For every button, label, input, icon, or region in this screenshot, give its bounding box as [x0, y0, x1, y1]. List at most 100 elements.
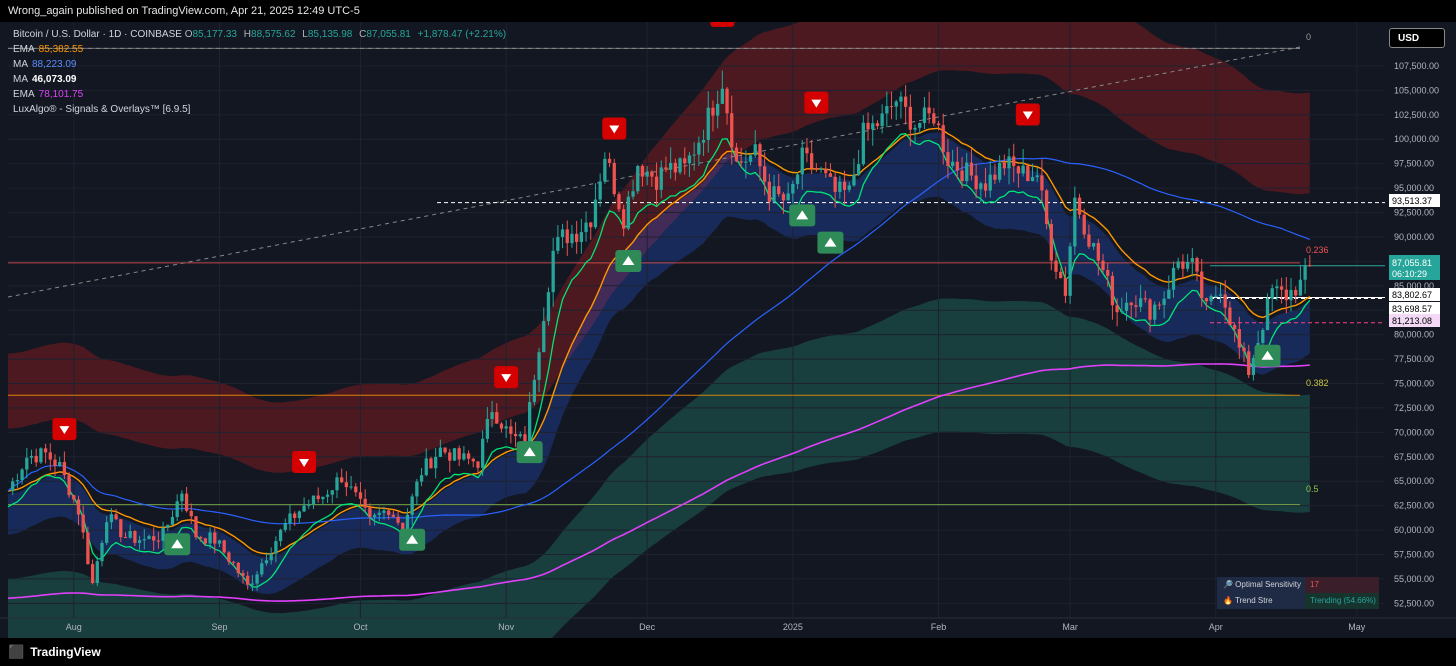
candle-body	[1082, 214, 1086, 235]
grid-lines	[8, 22, 1385, 618]
candle-body	[1228, 307, 1232, 325]
candle-body	[880, 113, 884, 127]
candle-body	[53, 459, 57, 466]
candle-body	[537, 352, 541, 380]
candle-body	[593, 199, 598, 228]
candle-body	[471, 458, 475, 462]
legend-indicator-4[interactable]: LuxAlgo® - Signals & Overlays™ [6.9.5]	[13, 102, 510, 117]
candle-body	[311, 495, 316, 505]
candle-body	[603, 158, 607, 182]
candle-body	[1134, 305, 1138, 307]
candle-body	[481, 438, 485, 468]
candle-body	[847, 185, 851, 190]
candle-body	[1294, 289, 1298, 296]
tradingview-brand[interactable]: TradingView	[30, 645, 101, 659]
signal-markers	[52, 4, 1281, 556]
candle-body	[90, 564, 95, 583]
candle-body	[795, 174, 800, 184]
ema-long-line	[7, 363, 1310, 602]
candle-body	[1171, 267, 1176, 290]
candle-body	[1054, 260, 1058, 272]
legend-indicator-1[interactable]: MA 88,223.09	[13, 57, 510, 72]
candle-body	[485, 419, 490, 439]
candle-body	[805, 147, 809, 154]
candle-body	[1218, 294, 1223, 296]
candle-body	[58, 461, 62, 466]
legend-o-value: 85,177.33	[192, 29, 238, 40]
fib-label-05: 0.5	[1306, 484, 1319, 494]
candle-body	[288, 513, 292, 524]
candle-body	[175, 501, 179, 518]
buy-arrow-icon	[1261, 350, 1274, 360]
teal-cloud-band	[8, 298, 1310, 666]
publisher-bar: Wrong_again published on TradingView.com…	[0, 0, 1456, 22]
candle-body	[1308, 265, 1312, 267]
candle-body	[889, 106, 894, 108]
price-axis-bg	[1385, 22, 1456, 638]
candle-body	[246, 575, 250, 585]
tradingview-logo-icon[interactable]: ⬛	[8, 644, 25, 659]
candle-body	[166, 524, 170, 528]
candle-body	[894, 101, 898, 107]
legend-indicator-2[interactable]: MA 46,073.09	[13, 72, 510, 87]
candle-body	[180, 493, 184, 502]
candle-body	[147, 536, 151, 540]
candle-body	[1026, 165, 1030, 182]
candle-body	[824, 168, 828, 174]
candle-body	[20, 469, 24, 481]
candle-body	[283, 523, 287, 530]
candle-body	[1063, 277, 1068, 296]
candle-body	[170, 517, 175, 525]
candle-body	[875, 123, 880, 127]
candle-body	[1120, 310, 1124, 313]
candle-body	[25, 457, 29, 470]
candle-body	[955, 161, 959, 171]
badge-93k-bg	[1389, 194, 1440, 207]
candle-body	[504, 426, 508, 429]
candle-body	[932, 113, 936, 124]
time-tick-label: Apr	[1209, 622, 1223, 632]
legend-indicator-3[interactable]: EMA 78,101.75	[13, 87, 510, 102]
candle-body	[1251, 357, 1256, 375]
candle-body	[669, 162, 673, 170]
candle-body	[81, 514, 85, 533]
candle-body	[377, 512, 381, 515]
candle-body	[842, 181, 847, 190]
candle-body	[936, 123, 941, 126]
indicator-value: 88,223.09	[32, 59, 77, 70]
price-tick-label: 75,000.00	[1394, 379, 1434, 389]
candle-body	[255, 574, 259, 584]
legend-indicator-0[interactable]: EMA 85,382.55	[13, 42, 510, 57]
candle-body	[1044, 190, 1049, 225]
candle-body	[1176, 261, 1180, 268]
time-tick-label: Dec	[639, 622, 656, 632]
price-tick-label: 70,000.00	[1394, 427, 1434, 437]
candle-body	[1040, 175, 1044, 191]
badge-81k-bg	[1389, 314, 1440, 327]
price-tick-label: 100,000.00	[1394, 134, 1439, 144]
candle-body	[443, 447, 447, 453]
candle-body	[918, 122, 922, 128]
candle-body	[575, 233, 579, 242]
candle-body	[513, 433, 518, 437]
candle-body	[763, 166, 767, 182]
buy-arrow-icon	[622, 256, 635, 266]
candle-body	[551, 250, 555, 293]
candle-body	[1021, 165, 1025, 174]
price-tick-label: 92,500.00	[1394, 208, 1434, 218]
candle-body	[424, 458, 428, 476]
indicator-name: MA	[13, 74, 28, 85]
candle-body	[786, 193, 790, 201]
candle-body	[1181, 261, 1185, 269]
buy-arrow-icon	[824, 237, 837, 247]
diagonal-trendline	[7, 46, 1301, 298]
candle-body	[260, 563, 264, 575]
candle-body	[452, 448, 457, 461]
candle-body	[1185, 261, 1190, 269]
currency-button[interactable]: USD	[1389, 28, 1445, 48]
price-tick-label: 72,500.00	[1394, 403, 1434, 413]
candle-body	[908, 106, 912, 130]
candle-body	[664, 167, 668, 170]
